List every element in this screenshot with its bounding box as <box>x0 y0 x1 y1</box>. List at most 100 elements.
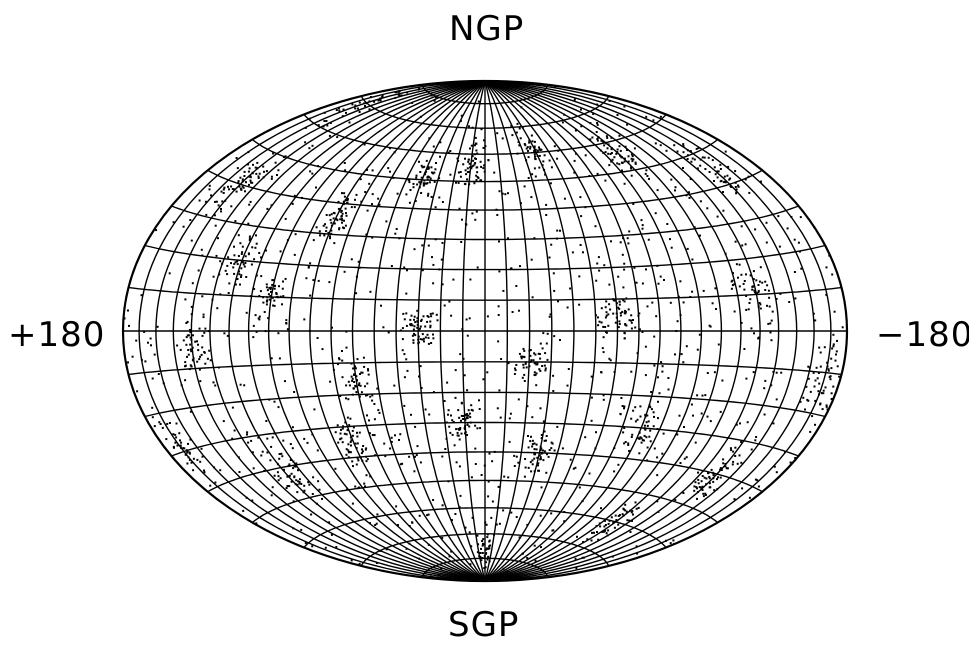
source-point <box>257 436 260 439</box>
source-point <box>375 562 378 564</box>
source-point <box>607 522 610 525</box>
source-point <box>533 352 536 355</box>
source-point <box>619 149 622 152</box>
source-point <box>550 441 553 444</box>
source-point <box>630 319 632 322</box>
source-point <box>128 324 130 327</box>
source-point <box>435 162 437 164</box>
source-point <box>722 462 725 465</box>
source-point <box>237 255 240 257</box>
source-point <box>486 558 489 561</box>
source-point <box>563 113 566 116</box>
source-point <box>518 144 521 147</box>
source-point <box>232 266 235 269</box>
source-point <box>356 107 359 110</box>
source-point <box>688 196 691 199</box>
source-point <box>561 447 564 450</box>
source-point <box>550 243 553 246</box>
source-point <box>698 486 701 488</box>
source-point <box>624 323 627 325</box>
source-point <box>754 228 757 231</box>
source-point <box>168 422 171 424</box>
source-point <box>332 217 335 220</box>
source-point <box>832 343 835 346</box>
source-point <box>447 151 450 154</box>
source-point <box>186 451 189 454</box>
source-point <box>311 144 314 147</box>
source-point <box>476 266 479 269</box>
source-point <box>747 175 750 178</box>
source-point <box>793 238 796 241</box>
source-point <box>691 258 694 261</box>
source-point <box>399 433 402 436</box>
source-point <box>464 414 467 417</box>
north-galactic-pole-label: NGP <box>449 9 525 49</box>
source-point <box>473 163 476 166</box>
source-point <box>832 345 835 348</box>
source-point <box>283 468 285 471</box>
source-point <box>703 476 706 479</box>
source-point <box>616 151 619 153</box>
source-point <box>342 226 344 229</box>
source-point <box>256 161 259 164</box>
source-point <box>573 171 576 174</box>
source-point <box>434 206 437 209</box>
source-point <box>471 126 474 129</box>
source-point <box>218 273 221 276</box>
source-point <box>350 375 353 378</box>
source-point <box>504 193 507 196</box>
source-point <box>535 363 538 366</box>
source-point <box>521 376 524 379</box>
source-point <box>419 115 422 118</box>
source-point <box>641 439 644 442</box>
source-point <box>757 485 760 488</box>
source-point <box>459 119 462 122</box>
source-point <box>605 330 607 333</box>
source-point <box>485 561 487 564</box>
source-point <box>368 182 371 185</box>
source-point <box>420 320 423 322</box>
source-point <box>199 355 202 358</box>
source-point <box>825 266 828 269</box>
source-point <box>419 327 421 330</box>
source-point <box>524 458 527 460</box>
source-point <box>418 375 420 378</box>
source-point <box>721 379 724 382</box>
source-point <box>728 178 731 181</box>
source-point <box>543 364 546 367</box>
source-point <box>350 258 353 261</box>
source-point <box>819 365 822 368</box>
source-point <box>573 159 576 162</box>
source-point <box>411 521 414 524</box>
source-point <box>692 414 694 417</box>
source-point <box>771 310 774 313</box>
source-point <box>730 449 733 452</box>
source-point <box>534 151 537 154</box>
source-point <box>259 290 262 293</box>
source-point <box>420 192 423 194</box>
source-point <box>458 506 461 509</box>
source-point <box>656 428 659 430</box>
source-point <box>447 480 450 483</box>
source-point <box>168 272 171 275</box>
source-point <box>531 443 534 446</box>
source-point <box>308 117 311 120</box>
source-point <box>292 460 295 463</box>
source-point <box>405 292 408 295</box>
source-point <box>354 107 357 110</box>
source-point <box>685 345 688 348</box>
source-point <box>460 432 463 435</box>
source-point <box>531 445 534 448</box>
source-point <box>610 516 613 519</box>
source-point <box>667 377 670 379</box>
source-point <box>477 100 480 103</box>
source-point <box>584 154 587 157</box>
source-point <box>610 147 613 149</box>
source-point <box>477 543 480 546</box>
source-point <box>689 296 692 298</box>
source-point <box>831 273 834 276</box>
source-point <box>536 363 539 366</box>
source-point <box>371 394 374 397</box>
source-point <box>466 434 468 436</box>
source-point <box>631 160 634 163</box>
